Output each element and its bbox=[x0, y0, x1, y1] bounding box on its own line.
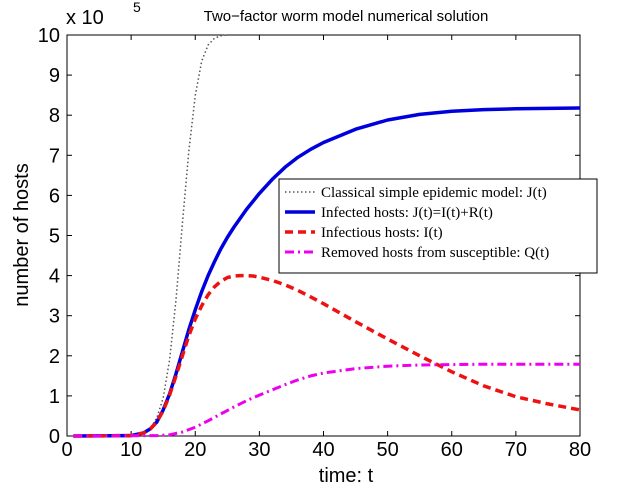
y-tick-label: 0 bbox=[49, 426, 60, 448]
x-axis-label: time: t bbox=[319, 465, 374, 487]
legend-label-3: Infectious hosts: I(t) bbox=[321, 225, 443, 241]
y-tick-label: 2 bbox=[49, 346, 60, 368]
legend-box bbox=[278, 178, 598, 274]
y-tick-label: 6 bbox=[49, 185, 60, 207]
y-exponent: 5 bbox=[133, 0, 141, 15]
y-multiplier: x 10 bbox=[66, 7, 104, 29]
legend-label-4: Removed hosts from susceptible: Q(t) bbox=[321, 245, 549, 261]
legend-label-2: Infected hosts: J(t)=I(t)+R(t) bbox=[321, 205, 493, 221]
x-tick-label: 70 bbox=[505, 439, 527, 461]
legend-label-1: Classical simple epidemic model: J(t) bbox=[321, 185, 547, 201]
y-tick-label: 1 bbox=[49, 386, 60, 408]
chart-title: Two−factor worm model numerical solution bbox=[204, 8, 489, 25]
y-tick-label: 9 bbox=[49, 65, 60, 87]
x-tick-label: 80 bbox=[569, 439, 591, 461]
series-line-4 bbox=[73, 362, 580, 438]
y-tick-label: 10 bbox=[38, 25, 60, 47]
x-tick-label: 50 bbox=[377, 439, 399, 461]
x-tick-label: 40 bbox=[312, 439, 334, 461]
x-tick-label: 30 bbox=[248, 439, 270, 461]
y-tick-label: 5 bbox=[49, 226, 60, 248]
y-tick-label: 3 bbox=[49, 306, 60, 328]
y-axis-label: number of hosts bbox=[11, 163, 33, 306]
x-tick-label: 0 bbox=[61, 439, 72, 461]
axis-ticks: 0 10 20 30 40 50 60 70 80 0 1 2 3 4 5 6 7 8 9 10 bbox=[38, 25, 591, 461]
legend: Classical simple epidemic model: J(t) Inf… bbox=[278, 178, 598, 274]
x-tick-label: 20 bbox=[184, 439, 206, 461]
y-tick-label: 8 bbox=[49, 105, 60, 127]
x-tick-label: 60 bbox=[441, 439, 463, 461]
y-tick-label: 4 bbox=[49, 266, 60, 288]
series-layer bbox=[73, 34, 581, 438]
y-tick-label: 7 bbox=[49, 145, 60, 167]
x-tick-label: 10 bbox=[120, 439, 142, 461]
series-line-3 bbox=[73, 273, 581, 438]
